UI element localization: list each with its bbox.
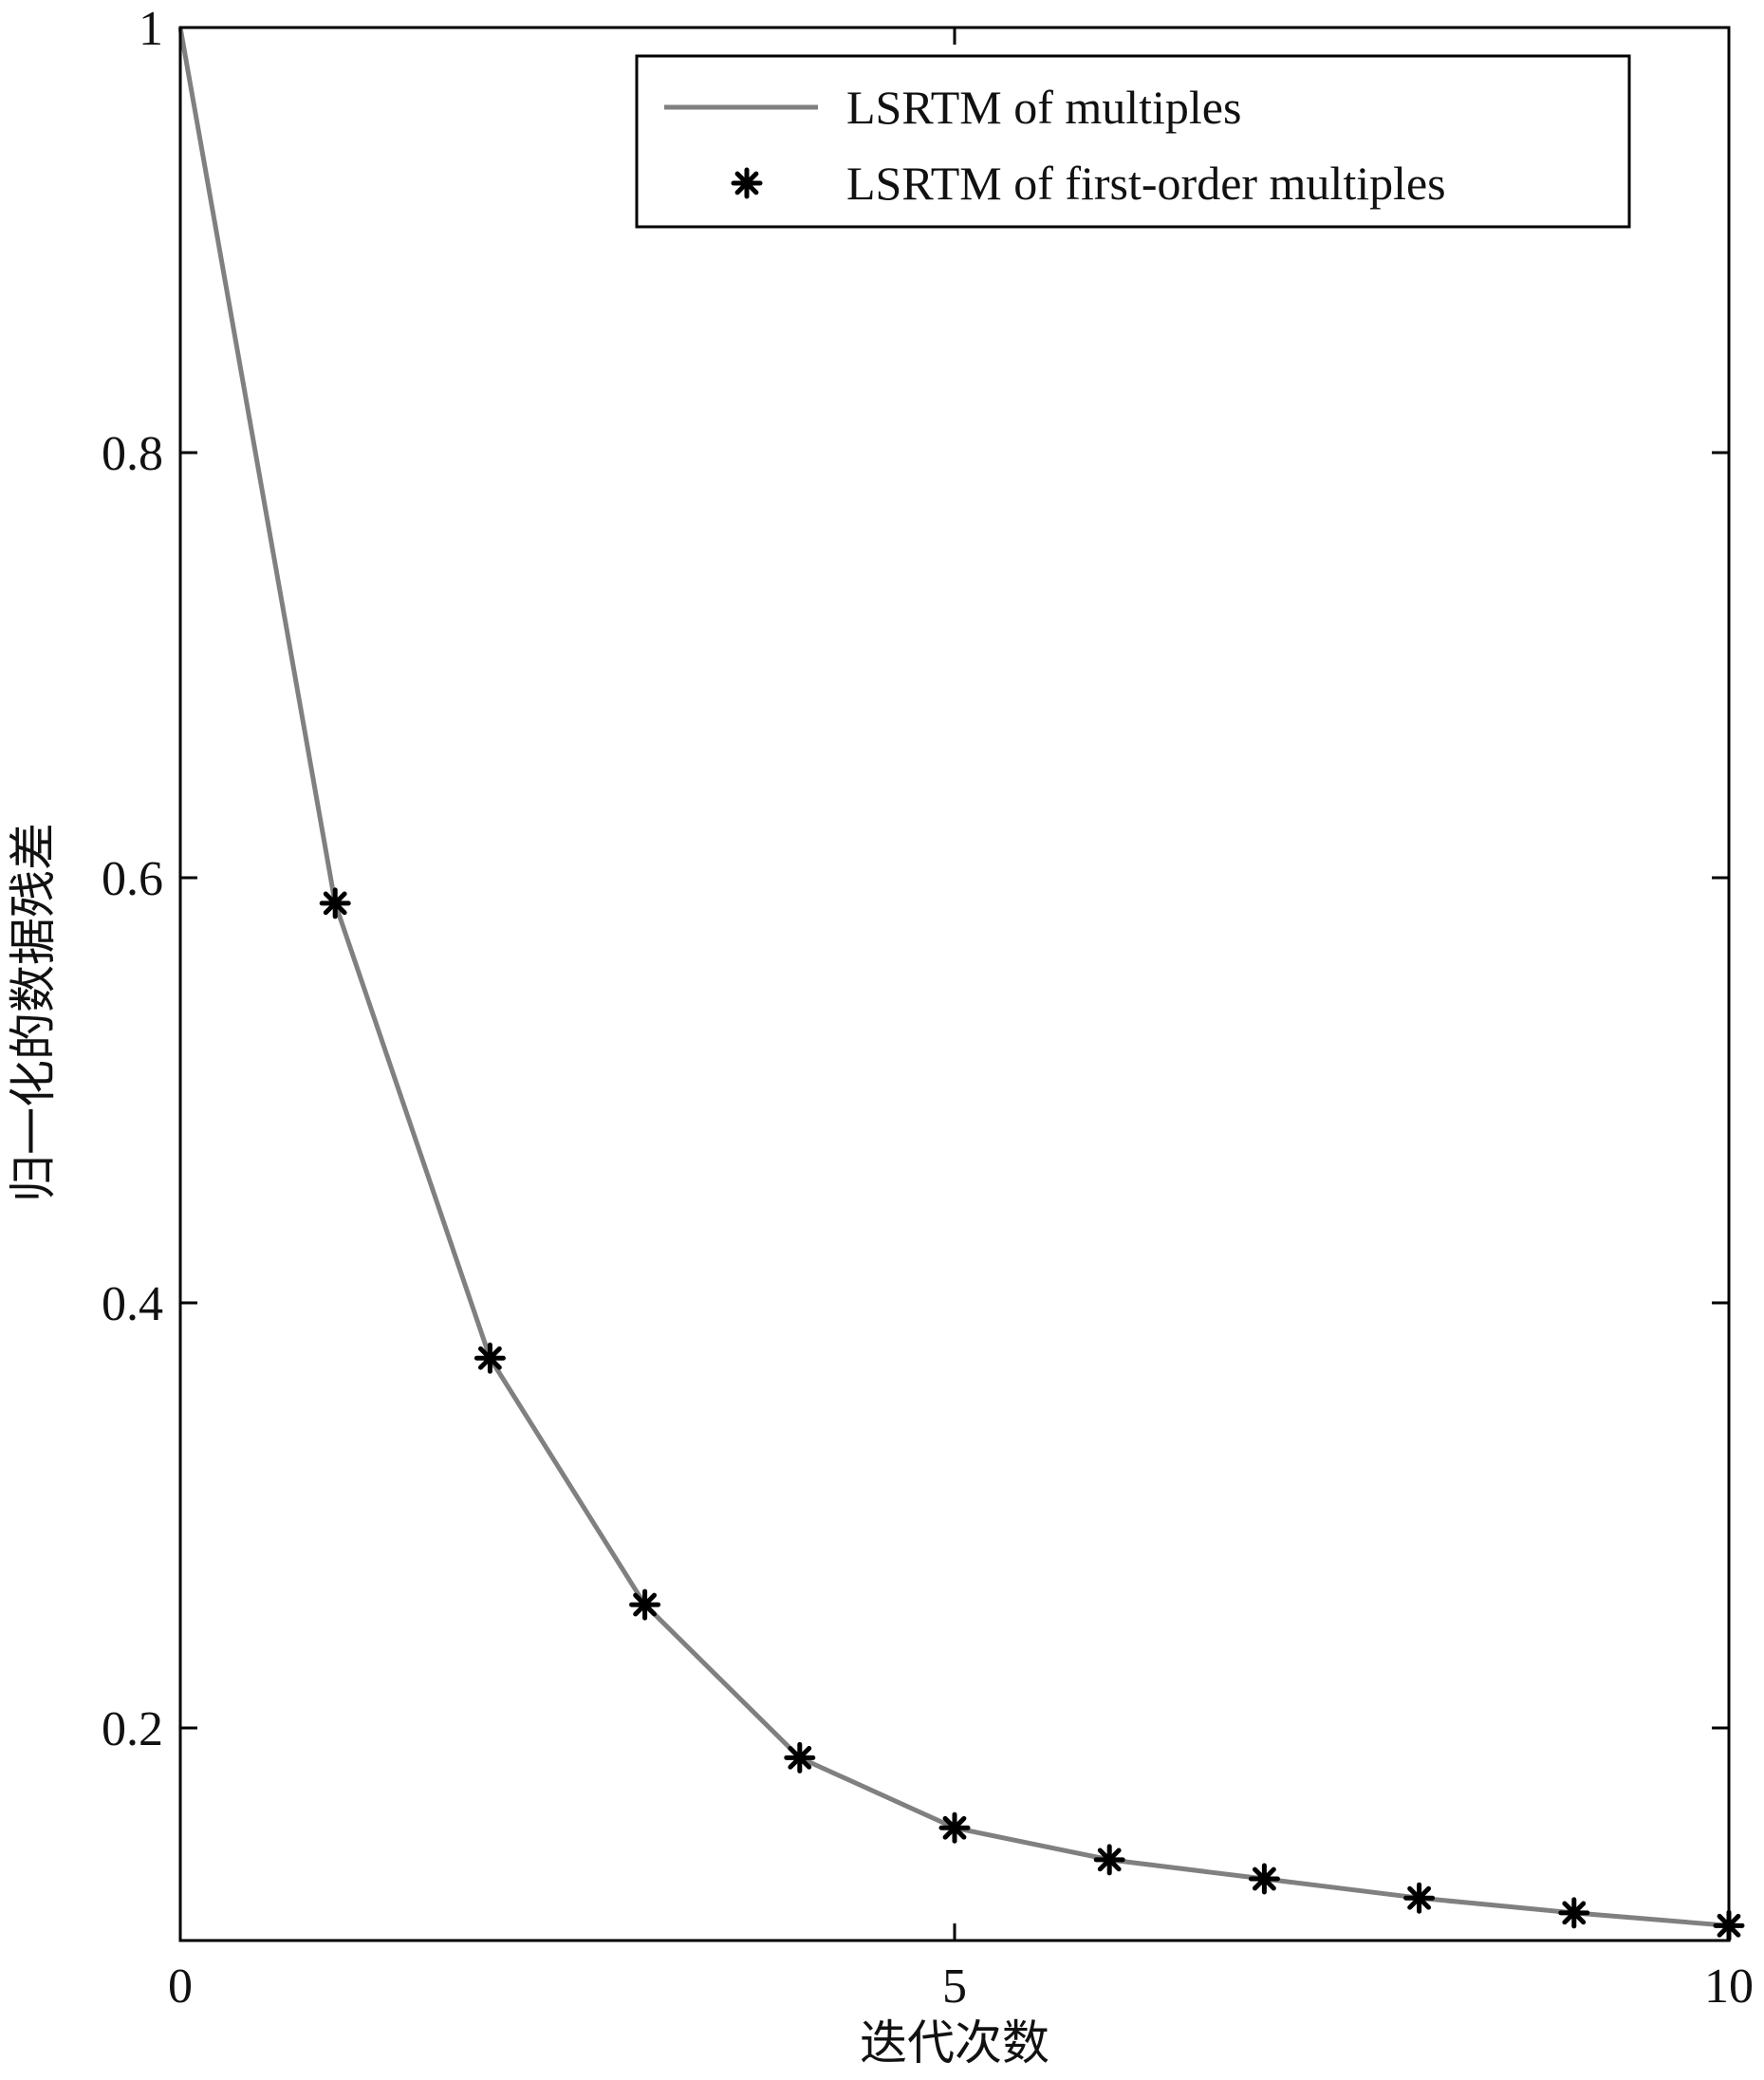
legend-box [635,54,1631,229]
marker-first-order-point [938,1811,971,1844]
y-tick-label: 0.6 [102,852,163,906]
y-tick-label: 0.8 [102,427,163,481]
marker-first-order-point [1248,1863,1280,1895]
asterisk-stroke [1253,1866,1276,1891]
y-tick-label: 0.4 [102,1277,163,1331]
legend-label-lsrtm-first-order: LSRTM of first-order multiples [846,157,1446,210]
asterisk-stroke [734,171,759,195]
marker-first-order-point [1558,1897,1590,1929]
x-tick-label: 10 [1704,1959,1754,2014]
marker-first-order-point [1403,1882,1436,1914]
y-tick-label: 0.2 [102,1702,163,1756]
asterisk-stroke [1562,1901,1587,1925]
y-axis-title: 归一化的数据残差 [6,823,61,1202]
y-tick-label: 1 [139,2,163,56]
tick-labels: 0 5 10 0.2 0.4 0.6 0.8 1 [102,2,1754,2014]
asterisk-stroke [1407,1885,1431,1910]
marker-first-order-point [629,1588,661,1621]
x-tick-label: 5 [942,1959,967,2014]
plot-frame [178,26,1731,1942]
series-layer [177,27,1745,1941]
legend-label-lsrtm-multiples: LSRTM of multiples [846,81,1241,134]
asterisk-stroke [633,1592,657,1617]
legend-asterisk [731,167,763,199]
legend-asterisk-marker [731,167,763,199]
marker-first-order-point [319,887,351,919]
legend: LSRTM of multiples LSRTM of first-order … [635,54,1631,229]
marker-first-order-point [784,1741,816,1774]
marker-first-order-point [473,1342,506,1374]
x-axis-title: 迭代次数 [860,2015,1049,2071]
asterisk-stroke [323,891,347,916]
asterisk-stroke [942,1815,967,1840]
asterisk-stroke [1097,1848,1122,1872]
x-tick-label: 0 [168,1959,193,2014]
marker-first-order-point [1093,1844,1125,1876]
asterisk-stroke [478,1346,502,1370]
asterisk-stroke [788,1745,812,1770]
